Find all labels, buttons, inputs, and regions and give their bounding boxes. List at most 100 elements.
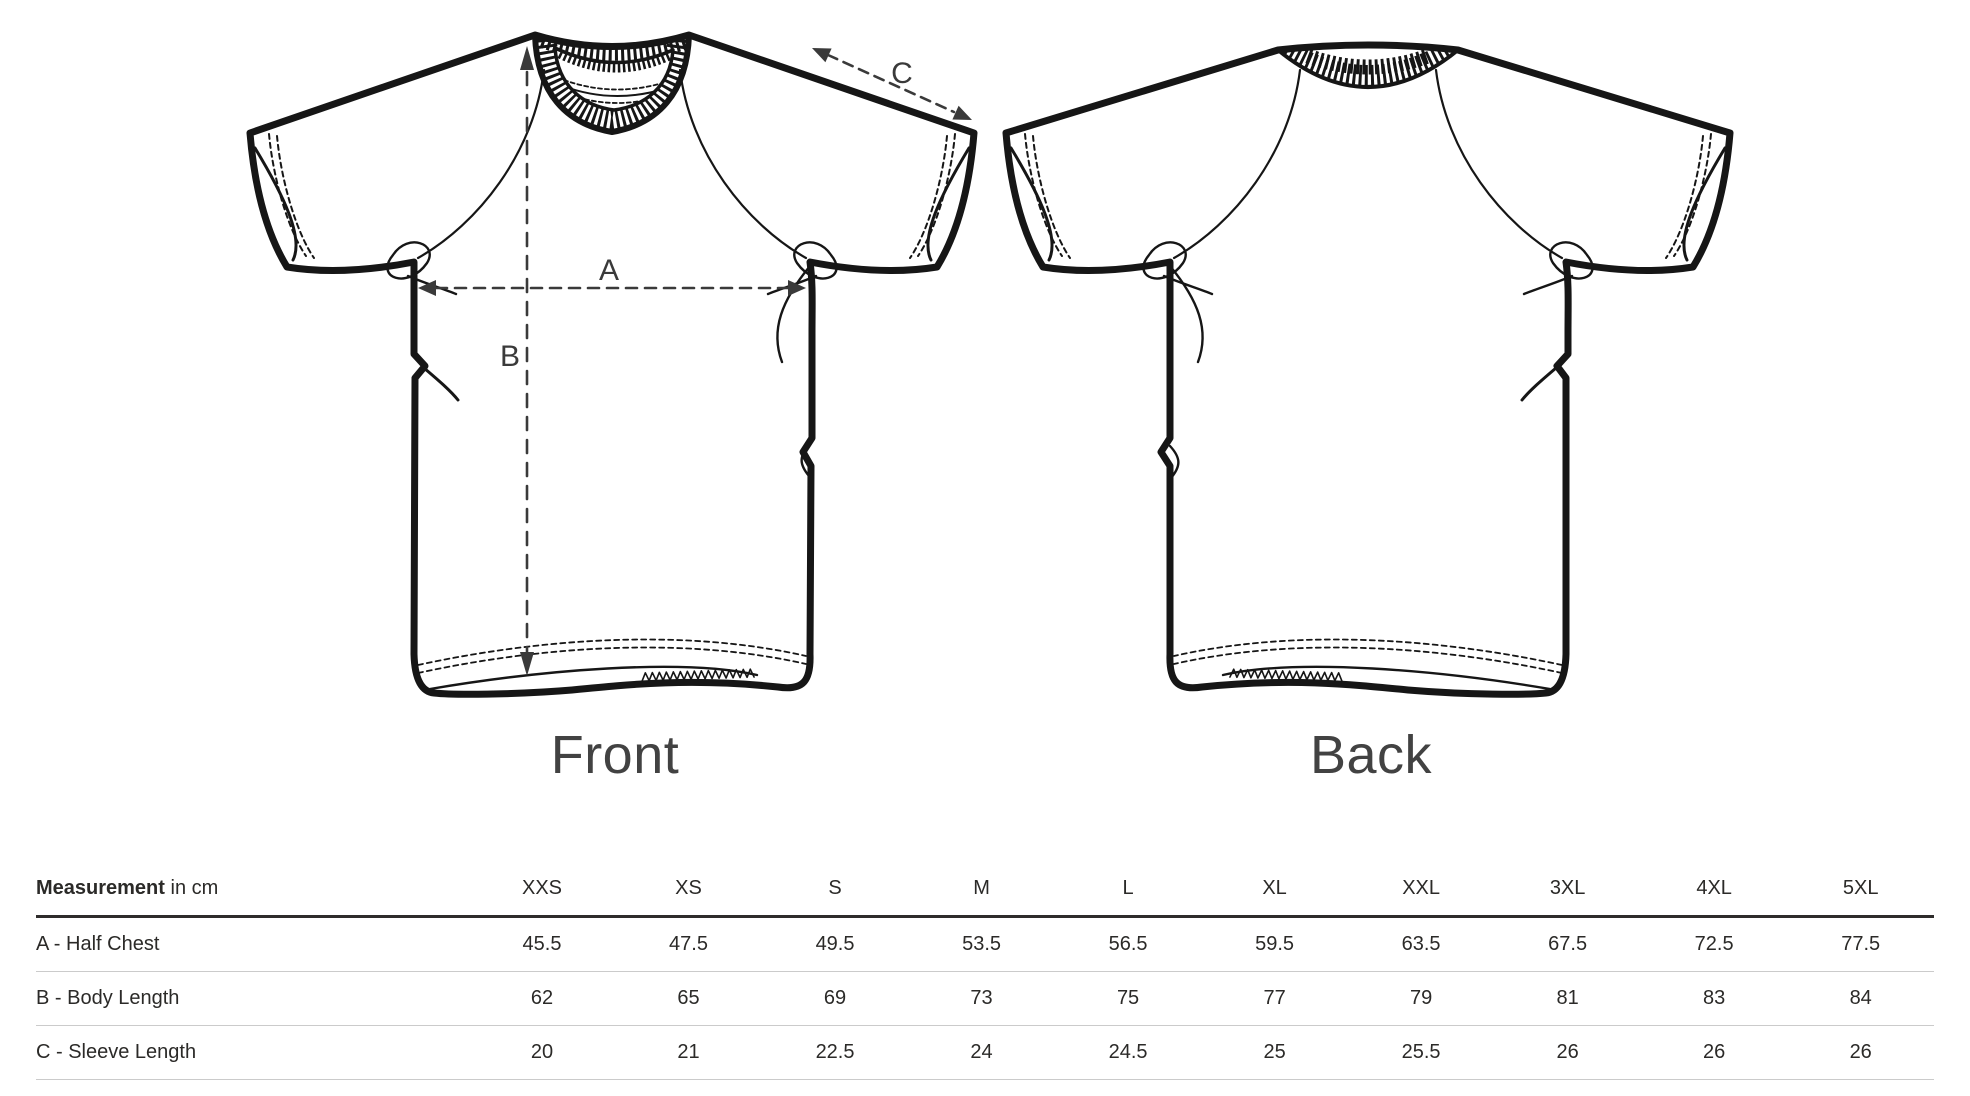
- armpit-wrinkles: [386, 241, 838, 478]
- sleeve-length-l: 24.5: [1054, 1025, 1202, 1080]
- collar-rib-texture: [535, 37, 689, 132]
- half-chest-4xl: 72.5: [1640, 916, 1788, 972]
- body-length-xl: 77: [1201, 971, 1348, 1026]
- sleeve-length-xs: 21: [615, 1025, 762, 1080]
- half-chest-xxl: 63.5: [1347, 916, 1495, 972]
- size-table-header-row: Measurement in cm XXS XS S M L XL XXL 3X…: [36, 860, 1934, 918]
- size-table: Measurement in cm XXS XS S M L XL XXL 3X…: [36, 860, 1934, 1080]
- hem-label-zigzag: [1229, 668, 1343, 682]
- collar-rib-texture: [1278, 45, 1458, 87]
- half-chest-l: 56.5: [1054, 916, 1202, 972]
- arrow-body-length: [520, 46, 534, 676]
- size-header-xxl: XXL: [1347, 860, 1495, 918]
- back-collar: [1276, 45, 1460, 89]
- sleeve-length-4xl: 26: [1640, 1025, 1788, 1080]
- armpit-wrinkles: [1142, 241, 1594, 480]
- body-length-xxl: 79: [1347, 971, 1495, 1026]
- half-chest-m: 53.5: [908, 916, 1055, 972]
- body-length-s: 69: [761, 971, 909, 1026]
- arrow-half-chest: [418, 280, 806, 296]
- table-row-half-chest: A - Half Chest 45.5 47.5 49.5 53.5 56.5 …: [36, 916, 1934, 972]
- size-header-xxs: XXS: [468, 860, 616, 918]
- sleeve-length-m: 24: [908, 1025, 1055, 1080]
- arrow-sleeve-length: [812, 48, 972, 120]
- hem-fold-line: [428, 665, 759, 691]
- cuff-stitch-lines: [1024, 133, 1712, 259]
- sleeve-length-5xl: 26: [1787, 1025, 1934, 1080]
- size-header-s: S: [761, 860, 909, 918]
- collar-rib-texture-fill: [1305, 48, 1431, 75]
- measurement-arrows: A B C: [418, 46, 972, 676]
- back-neckband-rib: [557, 48, 672, 73]
- measurement-c-label: C: [891, 57, 913, 90]
- half-chest-xxs: 45.5: [468, 916, 616, 972]
- row-label-sleeve-length: C - Sleeve Length: [36, 1025, 469, 1080]
- arrowhead-top: [520, 46, 534, 70]
- size-header-5xl: 5XL: [1787, 860, 1934, 918]
- right-shoulder-drape-line: [678, 68, 808, 260]
- left-shoulder-drape-line: [416, 68, 546, 260]
- body-length-xxs: 62: [468, 971, 616, 1026]
- collar-opening-edge: [553, 46, 675, 112]
- measurement-header-cell: Measurement in cm: [36, 860, 469, 918]
- row-label-body-length: B - Body Length: [36, 971, 469, 1026]
- table-row-body-length: B - Body Length 62 65 69 73 75 77 79 81 …: [36, 971, 1934, 1026]
- size-header-xs: XS: [615, 860, 762, 918]
- body-length-4xl: 83: [1640, 971, 1788, 1026]
- measurement-unit-label: in cm: [170, 877, 219, 899]
- half-chest-xl: 59.5: [1201, 916, 1348, 972]
- arrowhead-bottom: [520, 652, 534, 676]
- sleeve-length-s: 22.5: [761, 1025, 909, 1080]
- body-length-3xl: 81: [1494, 971, 1641, 1026]
- row-label-half-chest: A - Half Chest: [36, 916, 469, 972]
- size-header-4xl: 4XL: [1640, 860, 1788, 918]
- left-shoulder-drape-line: [1172, 68, 1302, 260]
- front-shirt-drawing: A B C: [246, 31, 978, 698]
- right-shoulder-drape-line: [1434, 68, 1564, 260]
- half-chest-xs: 47.5: [615, 916, 762, 972]
- table-row-sleeve-length: C - Sleeve Length 20 21 22.5 24 24.5 25 …: [36, 1025, 1934, 1080]
- front-view-label: Front: [550, 725, 680, 785]
- arrowhead-left: [418, 280, 436, 296]
- measurement-header-label: Measurement: [36, 877, 165, 899]
- right-cuff-opening-line: [1682, 146, 1727, 262]
- sleeve-length-3xl: 26: [1494, 1025, 1641, 1080]
- back-body-outline: [1002, 41, 1734, 698]
- hem-stitch-lines: [417, 638, 807, 674]
- collar-outer-edge: [532, 32, 692, 135]
- hem-fold-line: [1221, 665, 1552, 691]
- arrowhead-right: [788, 280, 806, 296]
- hem-label-zigzag: [641, 668, 755, 682]
- hem-stitch-lines: [1173, 638, 1563, 674]
- back-shirt-drawing: [1002, 41, 1734, 698]
- arrowhead-lower: [952, 105, 972, 120]
- neck-tape-stitch: [563, 79, 667, 91]
- sleeve-length-xxs: 20: [468, 1025, 616, 1080]
- size-header-3xl: 3XL: [1494, 860, 1641, 918]
- size-table-container: Measurement in cm XXS XS S M L XL XXL 3X…: [36, 860, 1934, 1080]
- left-cuff-opening-line: [1009, 146, 1054, 262]
- right-cuff-opening-line: [926, 146, 971, 262]
- half-chest-3xl: 67.5: [1494, 916, 1641, 972]
- front-shirt-lines: A B C: [246, 31, 978, 698]
- body-length-m: 73: [908, 971, 1055, 1026]
- sleeve-length-xl: 25: [1201, 1025, 1348, 1080]
- front-body-outline: [246, 31, 978, 698]
- body-length-5xl: 84: [1787, 971, 1934, 1026]
- back-view-label: Back: [1309, 725, 1433, 785]
- sleeve-length-xxl: 25.5: [1347, 1025, 1495, 1080]
- collar-bottom-edge: [1276, 48, 1460, 89]
- body-length-xs: 65: [615, 971, 762, 1026]
- size-header-xl: XL: [1201, 860, 1348, 918]
- size-header-m: M: [908, 860, 1055, 918]
- left-cuff-opening-line: [253, 146, 298, 262]
- collar-rib-texture-top: [539, 35, 689, 61]
- measurement-a-label: A: [599, 254, 619, 287]
- back-shirt-lines: [1002, 41, 1734, 698]
- arrowhead-upper: [812, 48, 832, 63]
- half-chest-5xl: 77.5: [1787, 916, 1934, 972]
- front-collar: [532, 32, 692, 135]
- measurement-b-label: B: [500, 340, 520, 373]
- cuff-stitch-lines: [268, 133, 956, 259]
